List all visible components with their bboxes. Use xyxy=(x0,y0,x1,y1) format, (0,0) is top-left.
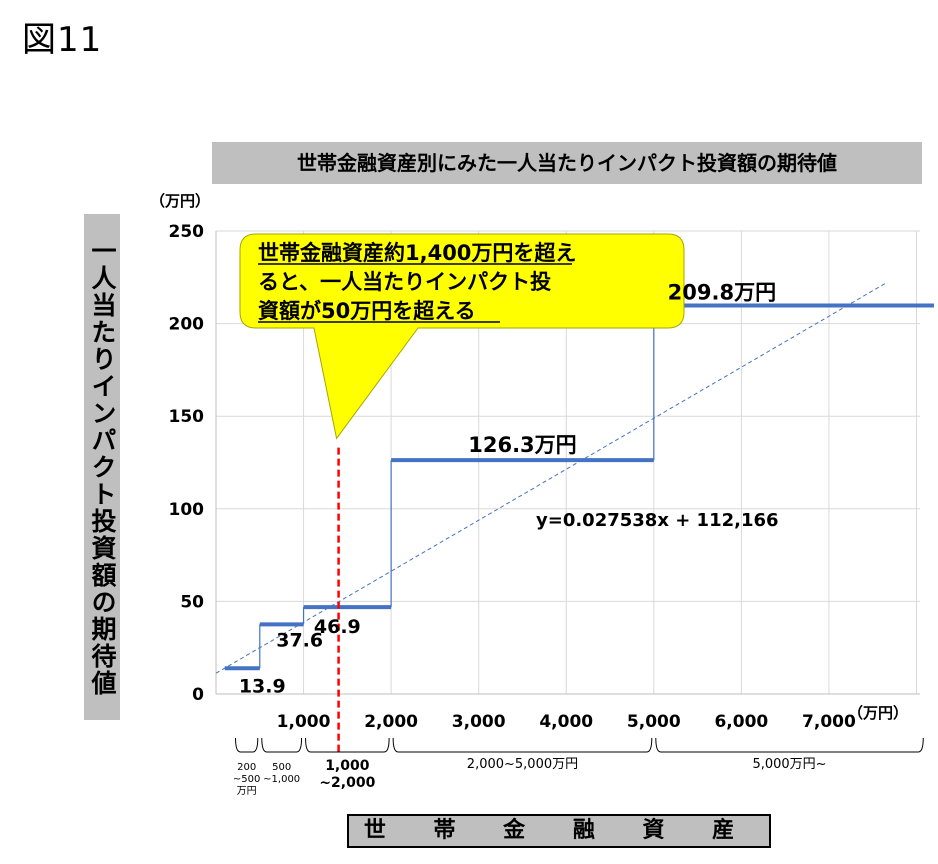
x-tick-label: 5,000 xyxy=(627,712,681,732)
y-tick-label: 250 xyxy=(169,222,205,242)
range-bracket xyxy=(655,737,924,753)
x-tick-label: 7,000 xyxy=(802,712,856,732)
range-label: 5,000万円~ xyxy=(752,757,826,772)
callout-text-line: 資額が50万円を超える xyxy=(258,299,476,323)
callout-text-line: 世帯金融資産約1,400万円を超え xyxy=(258,241,576,265)
figure-label: 図11 xyxy=(22,20,103,60)
x-unit-label: （万円） xyxy=(848,704,908,722)
range-label: ~500 xyxy=(233,774,260,785)
x-tick-label: 2,000 xyxy=(364,712,418,732)
step-value-label: 209.8万円 xyxy=(668,280,776,304)
step-value-label: 13.9 xyxy=(239,675,286,697)
y-tick-label: 100 xyxy=(169,500,205,520)
range-label: ~1,000 xyxy=(263,774,300,785)
callout-bubble xyxy=(239,233,685,440)
step-value-label: 126.3万円 xyxy=(468,433,576,457)
x-tick-label: 1,000 xyxy=(277,712,331,732)
callout-text-line: ると、一人当たりインパクト投 xyxy=(258,270,551,294)
y-tick-label: 50 xyxy=(180,592,204,612)
chart-title: 世帯金融資産別にみた一人当たりインパクト投資額の期待値 xyxy=(212,142,922,184)
range-label: 1,000 xyxy=(325,758,370,774)
range-label: 2,000~5,000万円 xyxy=(467,757,578,772)
y-tick-label: 150 xyxy=(169,407,205,427)
y-tick-label: 0 xyxy=(192,685,204,705)
x-tick-label: 4,000 xyxy=(539,712,593,732)
range-bracket xyxy=(261,737,303,753)
y-axis-label: 一人当たりインパクト投資額の期待値 xyxy=(84,214,120,720)
range-label: 200 xyxy=(237,762,256,773)
range-bracket xyxy=(392,737,653,753)
range-label: 万円 xyxy=(237,786,257,797)
x-tick-label: 3,000 xyxy=(452,712,506,732)
x-axis-label: 世 帯 金 融 資 産 xyxy=(347,814,771,848)
y-tick-label: 200 xyxy=(169,315,205,335)
range-label: 500 xyxy=(272,762,291,773)
trend-equation: y=0.027538x + 112,166 xyxy=(536,510,779,531)
step-value-label: 46.9 xyxy=(314,616,361,638)
range-bracket xyxy=(305,737,390,753)
step-value-label: 37.6 xyxy=(276,629,323,651)
y-unit-label: （万円） xyxy=(150,192,210,210)
range-bracket xyxy=(235,737,259,753)
range-label: ~2,000 xyxy=(319,775,375,791)
x-tick-label: 6,000 xyxy=(714,712,768,732)
